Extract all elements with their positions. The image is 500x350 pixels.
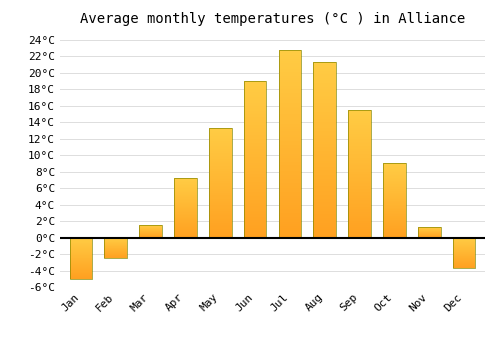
Bar: [104, 238, 127, 258]
Bar: [383, 163, 406, 238]
Bar: [314, 62, 336, 238]
Bar: [278, 50, 301, 238]
Title: Average monthly temperatures (°C ) in Alliance: Average monthly temperatures (°C ) in Al…: [80, 12, 465, 26]
Bar: [70, 238, 92, 279]
Bar: [418, 227, 440, 238]
Bar: [244, 81, 266, 238]
Bar: [140, 225, 162, 238]
Bar: [209, 128, 232, 238]
Bar: [453, 238, 475, 268]
Bar: [174, 178, 197, 238]
Bar: [348, 110, 371, 238]
